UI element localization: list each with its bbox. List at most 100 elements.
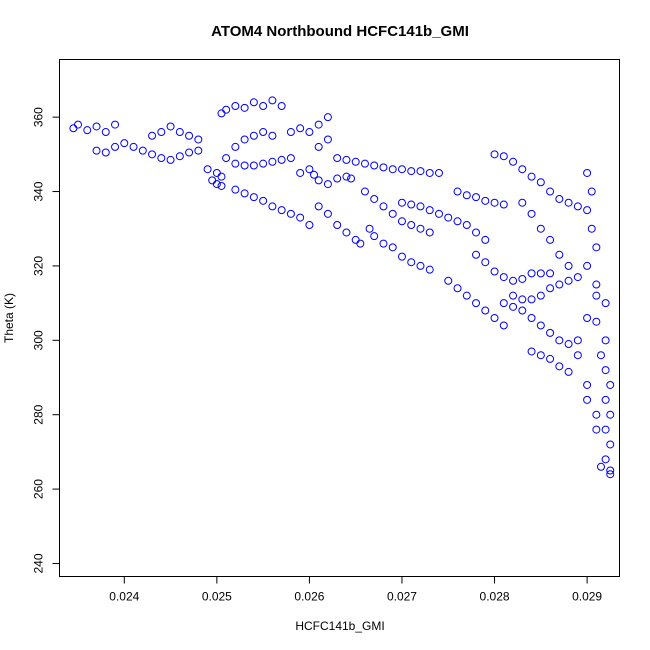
data-point [259, 128, 268, 137]
data-point [407, 258, 416, 267]
data-point [564, 276, 573, 285]
data-point [388, 165, 397, 174]
y-tick-label: 300 [32, 330, 46, 350]
data-point [518, 295, 527, 304]
data-point [453, 187, 462, 196]
data-point [564, 198, 573, 207]
data-point [453, 284, 462, 293]
y-axis: 240 260 280 300 320 340 360 [32, 107, 60, 573]
data-point [527, 295, 536, 304]
data-point [536, 351, 545, 360]
data-point [222, 154, 231, 163]
data-point [606, 466, 615, 475]
data-point [425, 228, 434, 237]
data-point [342, 172, 351, 181]
data-point [323, 209, 332, 218]
data-point [296, 168, 305, 177]
data-point [175, 128, 184, 137]
data-point [490, 150, 499, 159]
x-axis: 0.024 0.025 0.026 0.027 0.028 0.029 [109, 576, 602, 604]
data-point [157, 128, 166, 137]
data-point [356, 239, 365, 248]
data-point [555, 280, 564, 289]
data-point [527, 347, 536, 356]
data-point [416, 202, 425, 211]
y-tick-label: 320 [32, 256, 46, 276]
data-point [333, 174, 342, 183]
data-point [249, 98, 258, 107]
data-point [305, 165, 314, 174]
data-point [518, 306, 527, 315]
data-point [583, 380, 592, 389]
x-axis-label: HCFC141b_GMI [295, 619, 384, 633]
data-point [397, 198, 406, 207]
data-point [259, 159, 268, 168]
data-point [323, 135, 332, 144]
data-point [509, 302, 518, 311]
data-point [527, 172, 536, 181]
data-point [601, 395, 610, 404]
data-point [583, 395, 592, 404]
data-point [518, 198, 527, 207]
data-point [536, 269, 545, 278]
data-point [277, 101, 286, 110]
data-point [74, 120, 83, 129]
data-point [69, 124, 78, 133]
data-point [518, 274, 527, 283]
data-point [601, 455, 610, 464]
data-point [583, 206, 592, 215]
data-point [185, 148, 194, 157]
data-point [360, 187, 369, 196]
data-point [583, 314, 592, 322]
data-point [481, 235, 490, 244]
y-tick-label: 260 [32, 479, 46, 499]
scatter-points [69, 96, 615, 479]
data-point [240, 135, 249, 144]
y-tick-label: 340 [32, 181, 46, 201]
data-point [592, 317, 601, 326]
data-point [259, 196, 268, 205]
data-point [286, 128, 295, 137]
data-point [462, 191, 471, 200]
data-point [231, 142, 240, 151]
data-point [601, 336, 610, 345]
data-point [601, 366, 610, 375]
data-point [268, 131, 277, 140]
data-point [573, 336, 582, 345]
data-point [536, 178, 545, 187]
x-tick-label: 0.028 [480, 590, 510, 604]
data-point [314, 202, 323, 211]
chart-title: ATOM4 Northbound HCFC141b_GMI [211, 23, 469, 40]
data-point [342, 155, 351, 164]
data-point [397, 252, 406, 261]
data-point [416, 224, 425, 233]
data-point [365, 224, 374, 233]
data-point [397, 165, 406, 174]
data-point [462, 291, 471, 300]
data-point [212, 180, 221, 189]
data-point [397, 217, 406, 226]
data-point [425, 168, 434, 177]
data-point [148, 131, 157, 140]
y-tick-label: 240 [32, 553, 46, 573]
data-point [360, 159, 369, 168]
data-point [259, 101, 268, 110]
data-point [425, 206, 434, 215]
data-point [305, 221, 314, 230]
data-point [407, 167, 416, 176]
data-point [268, 157, 277, 166]
data-point [546, 269, 555, 278]
data-point [351, 235, 360, 244]
data-point [268, 96, 277, 105]
x-tick-label: 0.026 [294, 590, 324, 604]
data-point [573, 273, 582, 282]
data-point [527, 209, 536, 218]
data-point [83, 126, 92, 135]
data-point [208, 176, 217, 185]
data-point [194, 146, 203, 155]
data-point [499, 273, 508, 282]
data-point [379, 239, 388, 248]
data-point [509, 276, 518, 285]
y-tick-label: 360 [32, 107, 46, 127]
data-point [509, 157, 518, 166]
